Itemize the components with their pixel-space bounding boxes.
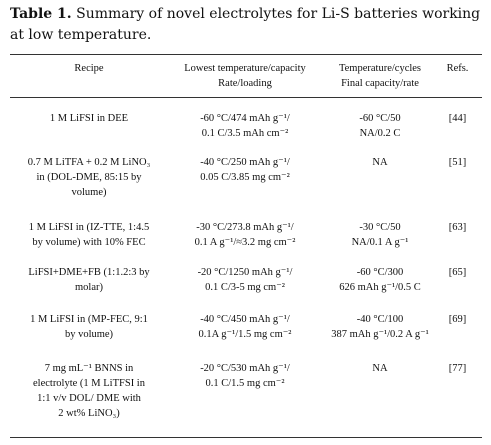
row-lowest: -20 °C/530 mAh g⁻¹/ 0.1 C/1.5 mg cm⁻² [165, 361, 325, 391]
row-ref: [65] [435, 265, 480, 280]
row-ref-text: [77] [448, 363, 467, 374]
row-cycles-line: NA/0.1 A g⁻¹ [351, 237, 409, 248]
header-lowest-temperature: Lowest temperature/capacity Rate/loading [165, 61, 325, 91]
row-recipe-line: electrolyte (1 M LiTFSI in [33, 378, 145, 389]
row-cycles: -60 °C/50 NA/0.2 C [325, 111, 435, 141]
row-lowest: -20 °C/1250 mAh g⁻¹/ 0.1 C/3-5 mg cm⁻² [165, 265, 325, 295]
row-ref-text: [63] [448, 222, 467, 233]
row-cycles: NA [325, 155, 435, 170]
row-ref: [51] [435, 155, 480, 170]
row-lowest-line: 0.1 C/1.5 mg cm⁻² [205, 378, 285, 389]
row-recipe-line: 0.7 M LiTFA + 0.2 M LiNO₃ [27, 157, 151, 168]
row-recipe: 0.7 M LiTFA + 0.2 M LiNO₃ in (DOL-DME, 8… [18, 155, 160, 200]
row-lowest-line: -20 °C/530 mAh g⁻¹/ [200, 363, 290, 374]
row-ref-text: [44] [448, 113, 467, 124]
table-caption-text: Summary of novel electrolytes for Li-S b… [10, 6, 481, 43]
row-recipe-line: volume) [71, 187, 107, 198]
header-recipe-text: Recipe [74, 63, 104, 74]
row-lowest-line: -60 °C/474 mAh g⁻¹/ [200, 113, 290, 124]
row-recipe: 1 M LiFSI in DEE [18, 111, 160, 126]
row-lowest-line: -40 °C/250 mAh g⁻¹/ [200, 157, 290, 168]
header-refs-text: Refs. [446, 63, 469, 74]
table-caption: Table 1. Summary of novel electrolytes f… [10, 4, 484, 46]
table-top-rule [10, 54, 482, 55]
header-lowest-line-2: Rate/loading [218, 78, 272, 89]
row-ref: [69] [435, 312, 480, 327]
row-lowest-line: 0.1A g⁻¹/1.5 mg cm⁻² [198, 329, 292, 340]
row-ref: [63] [435, 220, 480, 235]
row-recipe: 1 M LiFSI in (MP-FEC, 9:1 by volume) [18, 312, 160, 342]
row-ref: [44] [435, 111, 480, 126]
row-recipe-line: LiFSI+DME+FB (1:1.2:3 by [28, 267, 150, 278]
table-header-rule [10, 97, 482, 98]
row-lowest: -40 °C/450 mAh g⁻¹/ 0.1A g⁻¹/1.5 mg cm⁻² [165, 312, 325, 342]
row-lowest-line: -30 °C/273.8 mAh g⁻¹/ [196, 222, 294, 233]
row-cycles: -40 °C/100 387 mAh g⁻¹/0.2 A g⁻¹ [325, 312, 435, 342]
row-ref-text: [65] [448, 267, 467, 278]
row-ref: [77] [435, 361, 480, 376]
row-cycles-line: -40 °C/100 [356, 314, 404, 325]
header-cycles-line-2: Final capacity/rate [341, 78, 419, 89]
row-recipe-line: 1 M LiFSI in (IZ-TTE, 1:4.5 [28, 222, 150, 233]
row-recipe-line: 7 mg mL⁻¹ BNNS in [44, 363, 134, 374]
row-recipe-line: 1 M LiFSI in (MP-FEC, 9:1 [30, 314, 148, 325]
row-lowest-line: 0.05 C/3.85 mg cm⁻² [200, 172, 290, 183]
row-cycles-line: 387 mAh g⁻¹/0.2 A g⁻¹ [331, 329, 429, 340]
row-lowest: -40 °C/250 mAh g⁻¹/ 0.05 C/3.85 mg cm⁻² [165, 155, 325, 185]
row-recipe: 7 mg mL⁻¹ BNNS in electrolyte (1 M LiTFS… [18, 361, 160, 421]
row-lowest-line: -40 °C/450 mAh g⁻¹/ [200, 314, 290, 325]
row-cycles-line: NA [372, 157, 388, 168]
row-lowest-line: 0.1 C/3.5 mAh cm⁻² [201, 128, 289, 139]
row-lowest-line: -20 °C/1250 mAh g⁻¹/ [197, 267, 293, 278]
row-cycles-line: 626 mAh g⁻¹/0.5 C [339, 282, 421, 293]
table-caption-label: Table 1. [10, 6, 72, 22]
row-lowest: -60 °C/474 mAh g⁻¹/ 0.1 C/3.5 mAh cm⁻² [165, 111, 325, 141]
row-recipe: LiFSI+DME+FB (1:1.2:3 by molar) [18, 265, 160, 295]
row-cycles: -60 °C/300 626 mAh g⁻¹/0.5 C [325, 265, 435, 295]
row-cycles-line: -60 °C/300 [356, 267, 404, 278]
row-recipe-line: molar) [75, 282, 103, 293]
row-recipe-line: by volume) [64, 329, 114, 340]
row-recipe: 1 M LiFSI in (IZ-TTE, 1:4.5 by volume) w… [18, 220, 160, 250]
row-cycles: -30 °C/50 NA/0.1 A g⁻¹ [325, 220, 435, 250]
row-recipe-line: 1:1 v/v DOL/ DME with [37, 393, 141, 404]
row-recipe-line: 1 M LiFSI in DEE [49, 113, 129, 124]
row-recipe-line: in (DOL-DME, 85:15 by [36, 172, 142, 183]
row-cycles-line: -60 °C/50 [359, 113, 401, 124]
header-refs: Refs. [435, 61, 480, 76]
header-temperature-cycles: Temperature/cycles Final capacity/rate [325, 61, 435, 91]
row-lowest: -30 °C/273.8 mAh g⁻¹/ 0.1 A g⁻¹/≈3.2 mg … [165, 220, 325, 250]
row-ref-text: [69] [448, 314, 467, 325]
header-recipe: Recipe [18, 61, 160, 76]
row-cycles-line: NA [372, 363, 388, 374]
row-lowest-line: 0.1 C/3-5 mg cm⁻² [205, 282, 285, 293]
row-recipe-line: by volume) with 10% FEC [32, 237, 146, 248]
row-cycles: NA [325, 361, 435, 376]
header-cycles-line-1: Temperature/cycles [338, 63, 422, 74]
row-lowest-line: 0.1 A g⁻¹/≈3.2 mg cm⁻² [194, 237, 296, 248]
row-recipe-line: 2 wt% LiNO₃) [58, 408, 120, 419]
row-ref-text: [51] [448, 157, 467, 168]
row-cycles-line: NA/0.2 C [359, 128, 401, 139]
row-cycles-line: -30 °C/50 [359, 222, 401, 233]
header-lowest-line-1: Lowest temperature/capacity [184, 63, 306, 74]
table-bottom-rule [10, 437, 482, 438]
